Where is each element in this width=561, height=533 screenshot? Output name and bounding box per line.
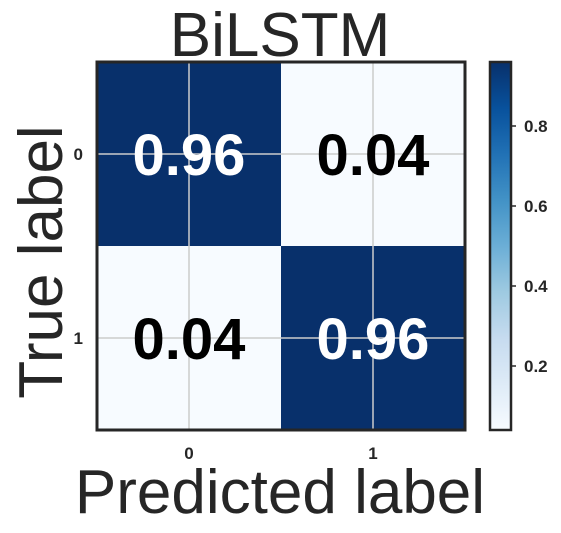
cell-value-0-1: 0.04	[317, 123, 430, 188]
cell-value-0-0: 0.96	[133, 123, 246, 188]
colorbar-tick-label-1: 0.4	[524, 277, 548, 296]
x-tick-label-0: 0	[184, 444, 193, 463]
y-tick-label-0: 0	[74, 145, 83, 164]
chart-title: BiLSTM	[170, 1, 390, 70]
colorbar-tick-label-3: 0.8	[524, 117, 548, 136]
colorbar-tick-label-2: 0.6	[524, 197, 548, 216]
plot-frame	[95, 60, 467, 432]
y-axis-ticks: 01	[74, 145, 83, 348]
colorbar-tick-label-0: 0.2	[524, 357, 548, 376]
y-tick-label-1: 1	[74, 329, 83, 348]
heatmap-cell-labels: 0.96 0.04 0.04 0.96	[133, 123, 430, 372]
colorbar-ticks: 0.2 0.4 0.6 0.8	[511, 117, 548, 376]
cell-value-1-0: 0.04	[133, 307, 246, 372]
cell-value-1-1: 0.96	[317, 307, 430, 372]
x-tick-label-1: 1	[368, 444, 377, 463]
y-axis-label: True label	[7, 125, 76, 398]
heatmap-cells	[97, 62, 465, 430]
heatmap-gridlines	[97, 62, 465, 430]
x-axis-label: Predicted label	[75, 458, 485, 527]
colorbar	[488, 60, 513, 432]
